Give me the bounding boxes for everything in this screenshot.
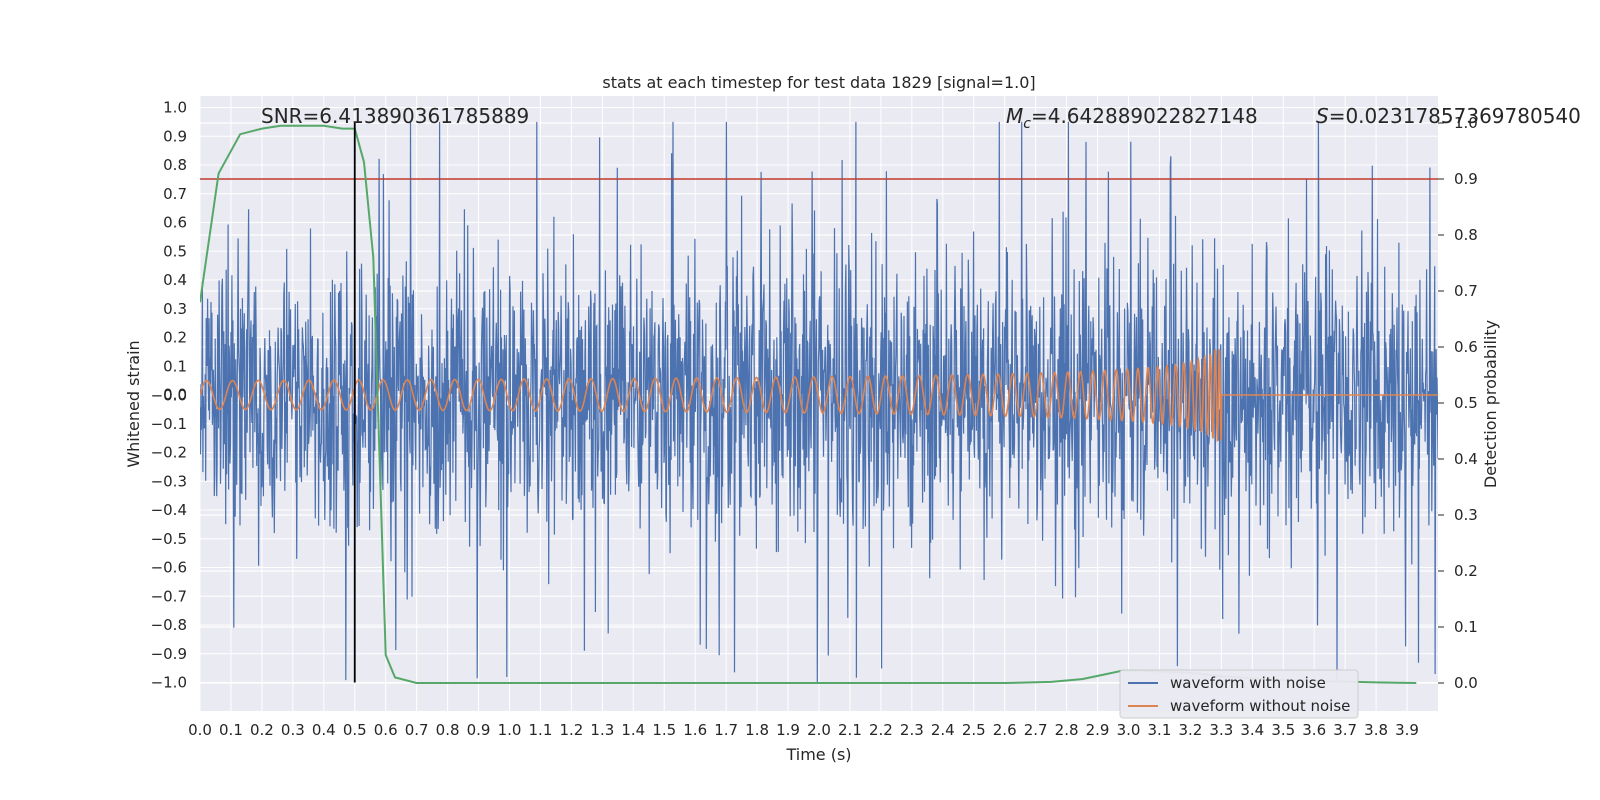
y2-tick-label: 0.5 bbox=[1454, 394, 1478, 412]
x-tick-label: 0.5 bbox=[343, 721, 367, 739]
y2-tick-label: 0.0 bbox=[1454, 674, 1478, 692]
x-tick-label: 3.5 bbox=[1271, 721, 1295, 739]
y-tick-label: 0.8 bbox=[163, 156, 187, 174]
y-tick-label: 0.2 bbox=[163, 329, 187, 347]
x-tick-label: 2.3 bbox=[900, 721, 924, 739]
y2-tick-label: 0.4 bbox=[1454, 450, 1478, 468]
legend-box bbox=[1119, 669, 1359, 719]
y-tick-label: −1.0 bbox=[151, 674, 187, 692]
s-annotation: S=0.02317857369780540 bbox=[1316, 104, 1581, 128]
mc-annotation: Mc=4.642889022827148 bbox=[1006, 104, 1258, 132]
x-tick-label: 1.2 bbox=[559, 721, 583, 739]
x-tick-label: 0.7 bbox=[405, 721, 429, 739]
x-tick-label: 3.3 bbox=[1209, 721, 1233, 739]
x-tick-label: 3.2 bbox=[1178, 721, 1202, 739]
snr-annotation: SNR=6.413890361785889 bbox=[261, 104, 529, 128]
y2-tick-label: 0.7 bbox=[1454, 282, 1478, 300]
legend-label-noise: waveform with noise bbox=[1170, 674, 1326, 692]
y2-tick-label: 0.9 bbox=[1454, 170, 1478, 188]
x-tick-label: 0.9 bbox=[467, 721, 491, 739]
x-tick-label: 2.7 bbox=[1024, 721, 1048, 739]
x-tick-label: 2.5 bbox=[962, 721, 986, 739]
x-axis-label: Time (s) bbox=[785, 745, 851, 764]
x-tick-label: 0.6 bbox=[374, 721, 398, 739]
x-tick-label: 1.7 bbox=[714, 721, 738, 739]
y-tick-label: −0.9 bbox=[151, 645, 187, 663]
y-axis-label: Whitened strain bbox=[124, 340, 143, 467]
y-tick-label: −0.4 bbox=[151, 501, 187, 519]
x-tick-label: 2.8 bbox=[1055, 721, 1079, 739]
x-tick-label: 0.0 bbox=[188, 721, 212, 739]
y-tick-label: −0.6 bbox=[151, 559, 187, 577]
y-tick-label: 0.9 bbox=[163, 127, 187, 145]
y-tick-label: 0.5 bbox=[163, 242, 187, 260]
x-tick-label: 1.9 bbox=[776, 721, 800, 739]
y-tick-label: 1.0 bbox=[163, 99, 187, 117]
x-tick-label: 2.0 bbox=[807, 721, 831, 739]
y-tick-label: 0.7 bbox=[163, 185, 187, 203]
x-tick-label: 1.5 bbox=[652, 721, 676, 739]
x-tick-label: 2.9 bbox=[1086, 721, 1110, 739]
legend: waveform with noise waveform without noi… bbox=[1119, 669, 1359, 719]
y2-tick-label: 0.6 bbox=[1454, 338, 1478, 356]
x-axis-ticks: 0.0 0.1 0.2 0.3 0.4 0.5 0.6 0.7 0.8 0.9 1.0 1.1 1.2 1… bbox=[188, 721, 1419, 739]
y-tick-label: 0.3 bbox=[163, 300, 187, 318]
y-tick-label: −0.3 bbox=[151, 472, 187, 490]
y2-tick-label: 0.3 bbox=[1454, 506, 1478, 524]
clean-waveform-line bbox=[200, 349, 1438, 443]
y-axis-ticks: 1.0 0.9 0.8 0.7 0.6 0.5 0.4 0.3 0.2 0.1 0.0−0.0 −0.… bbox=[151, 99, 187, 692]
y-tick-label: 0.1 bbox=[163, 357, 187, 375]
x-tick-label: 3.9 bbox=[1395, 721, 1419, 739]
x-tick-label: 0.2 bbox=[250, 721, 274, 739]
y-tick-label: 0.6 bbox=[163, 214, 187, 232]
x-tick-label: 1.0 bbox=[498, 721, 522, 739]
x-tick-label: 3.7 bbox=[1333, 721, 1357, 739]
x-tick-label: 2.6 bbox=[993, 721, 1017, 739]
x-tick-label: 0.4 bbox=[312, 721, 336, 739]
x-tick-label: 2.1 bbox=[838, 721, 862, 739]
x-tick-label: 1.6 bbox=[683, 721, 707, 739]
x-tick-label: 1.4 bbox=[621, 721, 645, 739]
y-tick-label: 0.0 bbox=[163, 386, 187, 404]
x-tick-label: 3.6 bbox=[1302, 721, 1326, 739]
x-tick-label: 2.4 bbox=[931, 721, 955, 739]
y2-tick-label: 0.2 bbox=[1454, 562, 1478, 580]
chart-title: stats at each timestep for test data 182… bbox=[602, 73, 1035, 92]
mc-value: =4.642889022827148 bbox=[1031, 104, 1258, 128]
x-tick-label: 1.1 bbox=[529, 721, 553, 739]
legend-label-clean: waveform without noise bbox=[1170, 697, 1350, 715]
y2-tick-label: 0.8 bbox=[1454, 226, 1478, 244]
y-tick-label: −0.5 bbox=[151, 530, 187, 548]
y-tick-label: −0.8 bbox=[151, 616, 187, 634]
x-tick-label: 0.8 bbox=[436, 721, 460, 739]
y2-axis-label: Detection probability bbox=[1481, 320, 1500, 488]
y-tick-label: 0.4 bbox=[163, 271, 187, 289]
y2-axis-ticks: 1.0 0.9 0.8 0.7 0.6 0.5 0.4 0.3 0.2 0.1 0.0 bbox=[1438, 114, 1478, 692]
x-tick-label: 3.1 bbox=[1148, 721, 1172, 739]
y-tick-label: −0.2 bbox=[151, 444, 187, 462]
x-tick-label: 3.8 bbox=[1364, 721, 1388, 739]
x-tick-label: 1.8 bbox=[745, 721, 769, 739]
s-value: =0.02317857369780540 bbox=[1329, 104, 1581, 128]
y-tick-label: −0.1 bbox=[151, 415, 187, 433]
noise-waveform-line bbox=[200, 121, 1438, 683]
x-tick-label: 3.0 bbox=[1117, 721, 1141, 739]
x-tick-label: 3.4 bbox=[1240, 721, 1264, 739]
y-tick-label: −0.0 bbox=[151, 387, 187, 405]
x-tick-label: 0.1 bbox=[219, 721, 243, 739]
y2-tick-label: 1.0 bbox=[1454, 114, 1478, 132]
x-tick-label: 1.3 bbox=[590, 721, 614, 739]
x-tick-label: 0.3 bbox=[281, 721, 305, 739]
x-tick-label: 2.2 bbox=[869, 721, 893, 739]
mc-subscript: c bbox=[1023, 116, 1031, 132]
y-tick-label: −0.7 bbox=[151, 587, 187, 605]
y2-tick-label: 0.1 bbox=[1454, 618, 1478, 636]
